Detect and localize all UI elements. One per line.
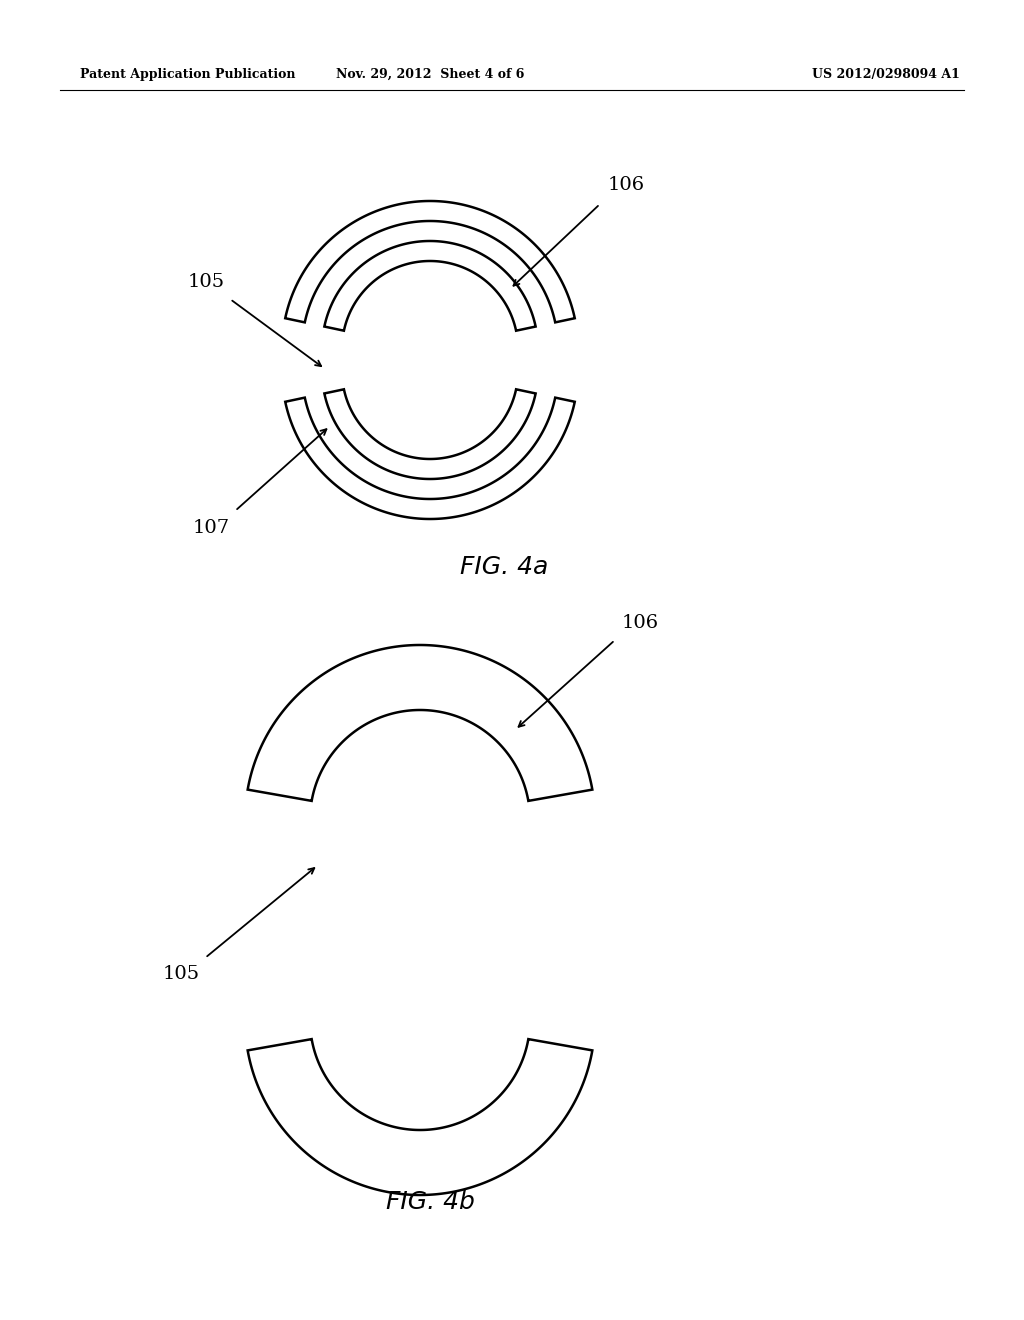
Text: FIG. 4b: FIG. 4b	[386, 1191, 474, 1214]
Text: Patent Application Publication: Patent Application Publication	[80, 69, 296, 81]
Text: US 2012/0298094 A1: US 2012/0298094 A1	[812, 69, 961, 81]
Text: Nov. 29, 2012  Sheet 4 of 6: Nov. 29, 2012 Sheet 4 of 6	[336, 69, 524, 81]
Polygon shape	[325, 242, 536, 331]
Polygon shape	[248, 645, 592, 801]
Text: 106: 106	[622, 614, 659, 632]
Text: 107: 107	[193, 519, 230, 537]
Polygon shape	[286, 201, 574, 322]
Polygon shape	[248, 1039, 592, 1195]
Text: 105: 105	[163, 965, 200, 983]
Text: FIG. 4a: FIG. 4a	[460, 554, 549, 579]
Polygon shape	[286, 397, 574, 519]
Text: 106: 106	[608, 176, 645, 194]
Polygon shape	[325, 389, 536, 479]
Text: 105: 105	[187, 273, 225, 290]
